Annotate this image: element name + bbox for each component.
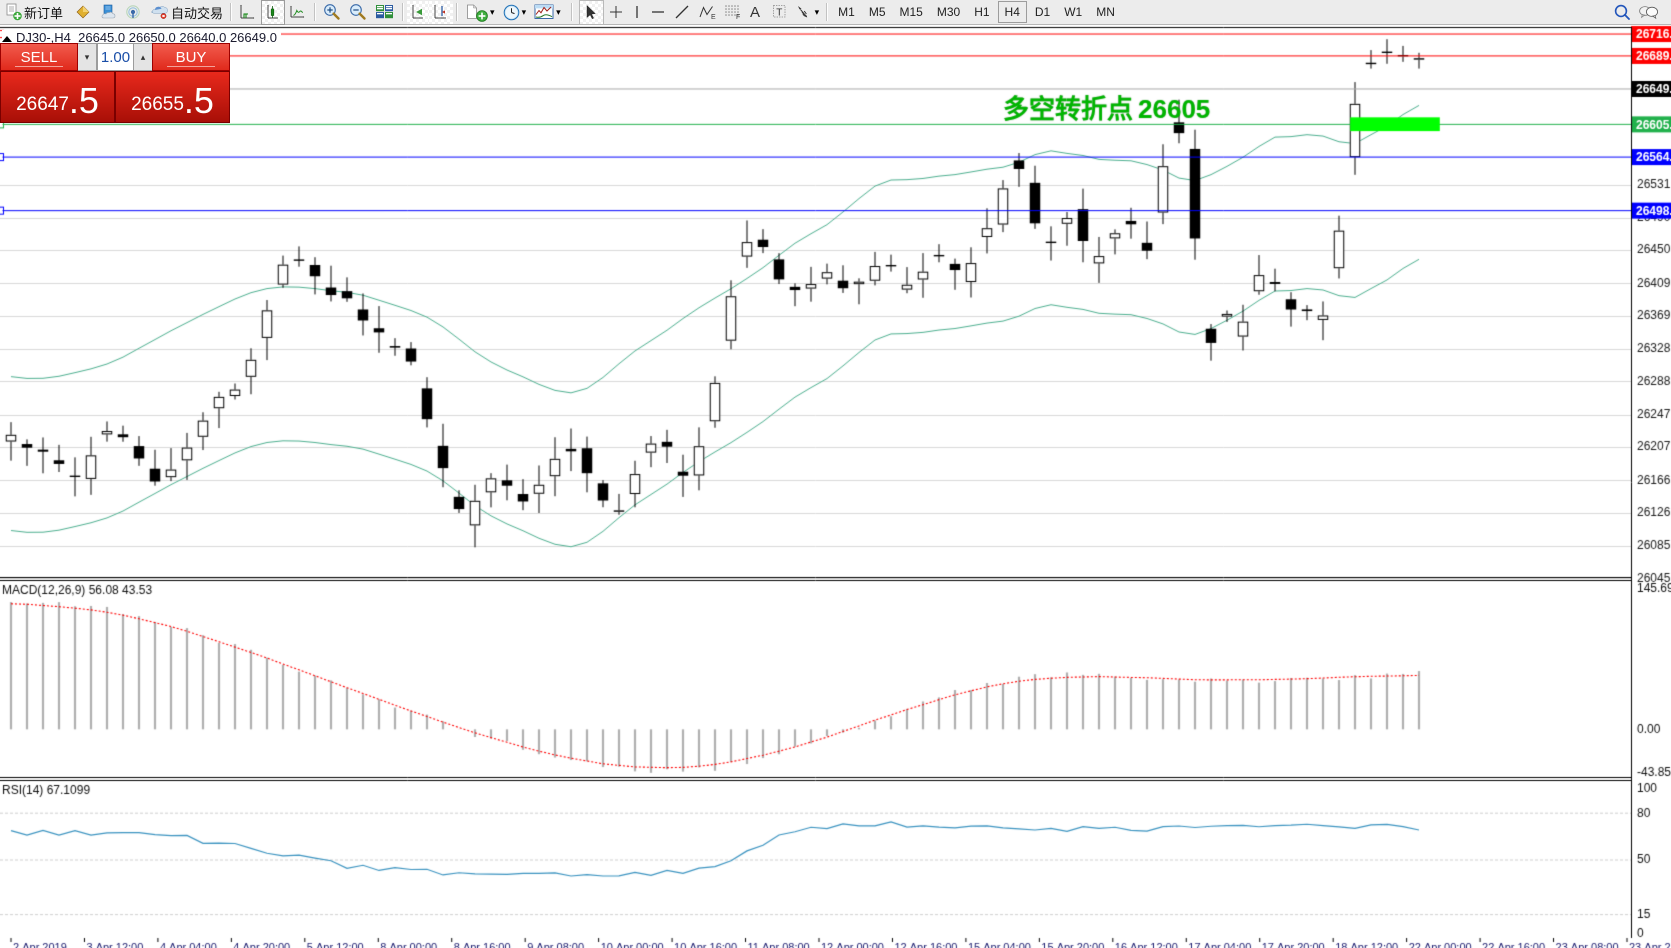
- svg-text:T: T: [776, 8, 782, 19]
- svg-text:A: A: [750, 4, 760, 20]
- svg-text:E: E: [711, 14, 716, 20]
- svg-text:F: F: [736, 14, 740, 20]
